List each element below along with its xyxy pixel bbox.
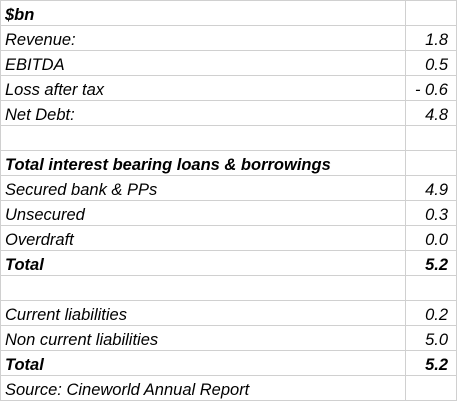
liabilities-total-row: Total 5.2 — [0, 350, 457, 376]
loans-title-row: Total interest bearing loans & borrowing… — [0, 150, 457, 176]
overdraft-label-cell[interactable]: Overdraft — [0, 225, 406, 251]
source-row: Source: Cineworld Annual Report — [0, 375, 457, 401]
overdraft-row: Overdraft 0.0 — [0, 225, 457, 251]
unsecured-label-cell[interactable]: Unsecured — [0, 200, 406, 226]
ebitda-row: EBITDA 0.5 — [0, 50, 457, 76]
secured-label-cell[interactable]: Secured bank & PPs — [0, 175, 406, 201]
loans-title-cell[interactable]: Total interest bearing loans & borrowing… — [0, 150, 406, 176]
overdraft-value-cell[interactable]: 0.0 — [405, 225, 457, 251]
currency-unit-cell[interactable]: $bn — [0, 0, 406, 26]
loss-after-tax-value-cell[interactable]: - 0.6 — [405, 75, 457, 101]
secured-value-cell[interactable]: 4.9 — [405, 175, 457, 201]
ebitda-label-cell[interactable]: EBITDA — [0, 50, 406, 76]
current-liabilities-label-cell[interactable]: Current liabilities — [0, 300, 406, 326]
current-liabilities-row: Current liabilities 0.2 — [0, 300, 457, 326]
empty-cell[interactable] — [405, 0, 457, 26]
net-debt-label-cell[interactable]: Net Debt: — [0, 100, 406, 126]
non-current-liabilities-label-cell[interactable]: Non current liabilities — [0, 325, 406, 351]
current-liabilities-value-cell[interactable]: 0.2 — [405, 300, 457, 326]
ebitda-value-cell[interactable]: 0.5 — [405, 50, 457, 76]
empty-cell[interactable] — [405, 275, 457, 301]
empty-cell[interactable] — [405, 125, 457, 151]
revenue-label-cell[interactable]: Revenue: — [0, 25, 406, 51]
revenue-row: Revenue: 1.8 — [0, 25, 457, 51]
loans-total-value-cell[interactable]: 5.2 — [405, 250, 457, 276]
revenue-value-cell[interactable]: 1.8 — [405, 25, 457, 51]
empty-cell[interactable] — [405, 375, 457, 401]
loans-total-label-cell[interactable]: Total — [0, 250, 406, 276]
net-debt-row: Net Debt: 4.8 — [0, 100, 457, 126]
liabilities-total-value-cell[interactable]: 5.2 — [405, 350, 457, 376]
loss-after-tax-row: Loss after tax - 0.6 — [0, 75, 457, 101]
empty-cell[interactable] — [0, 275, 406, 301]
unsecured-value-cell[interactable]: 0.3 — [405, 200, 457, 226]
liabilities-total-label-cell[interactable]: Total — [0, 350, 406, 376]
loss-after-tax-label-cell[interactable]: Loss after tax — [0, 75, 406, 101]
source-label-cell[interactable]: Source: Cineworld Annual Report — [0, 375, 406, 401]
empty-cell[interactable] — [0, 125, 406, 151]
non-current-liabilities-row: Non current liabilities 5.0 — [0, 325, 457, 351]
blank-row — [0, 275, 457, 301]
unsecured-row: Unsecured 0.3 — [0, 200, 457, 226]
empty-cell[interactable] — [405, 150, 457, 176]
header-row: $bn — [0, 0, 457, 26]
net-debt-value-cell[interactable]: 4.8 — [405, 100, 457, 126]
non-current-liabilities-value-cell[interactable]: 5.0 — [405, 325, 457, 351]
loans-total-row: Total 5.2 — [0, 250, 457, 276]
secured-row: Secured bank & PPs 4.9 — [0, 175, 457, 201]
blank-row — [0, 125, 457, 151]
